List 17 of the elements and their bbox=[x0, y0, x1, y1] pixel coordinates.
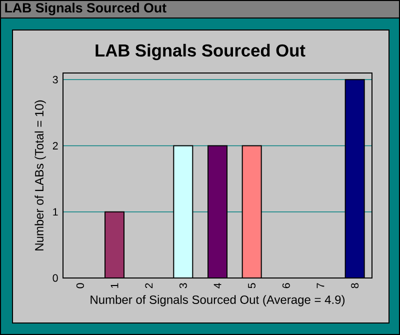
x-tick-label: 5 bbox=[248, 283, 256, 288]
x-tick-label: 0 bbox=[76, 283, 84, 288]
x-tick-label: 4 bbox=[214, 283, 222, 288]
y-tick-label: 0 bbox=[52, 274, 58, 282]
x-tick-label: 6 bbox=[282, 283, 290, 288]
y-tick-label: 1 bbox=[53, 208, 58, 216]
y-axis-title: Number of LABs (Total = 10) bbox=[34, 100, 46, 250]
chart-title: LAB Signals Sourced Out bbox=[96, 44, 306, 60]
x-tick-label: 7 bbox=[316, 283, 324, 288]
x-axis-title: Number of Signals Sourced Out (Average = 4.9) bbox=[90, 295, 345, 306]
y-tick-label: 2 bbox=[52, 142, 58, 150]
x-tick-label: 8 bbox=[351, 283, 359, 288]
x-tick-label: 1 bbox=[110, 283, 118, 288]
y-tick-label: 3 bbox=[52, 76, 58, 84]
text: LAB Signals Sourced Out bbox=[5, 2, 166, 16]
x-tick-label: 3 bbox=[179, 283, 187, 288]
x-tick-label: 2 bbox=[145, 283, 153, 288]
